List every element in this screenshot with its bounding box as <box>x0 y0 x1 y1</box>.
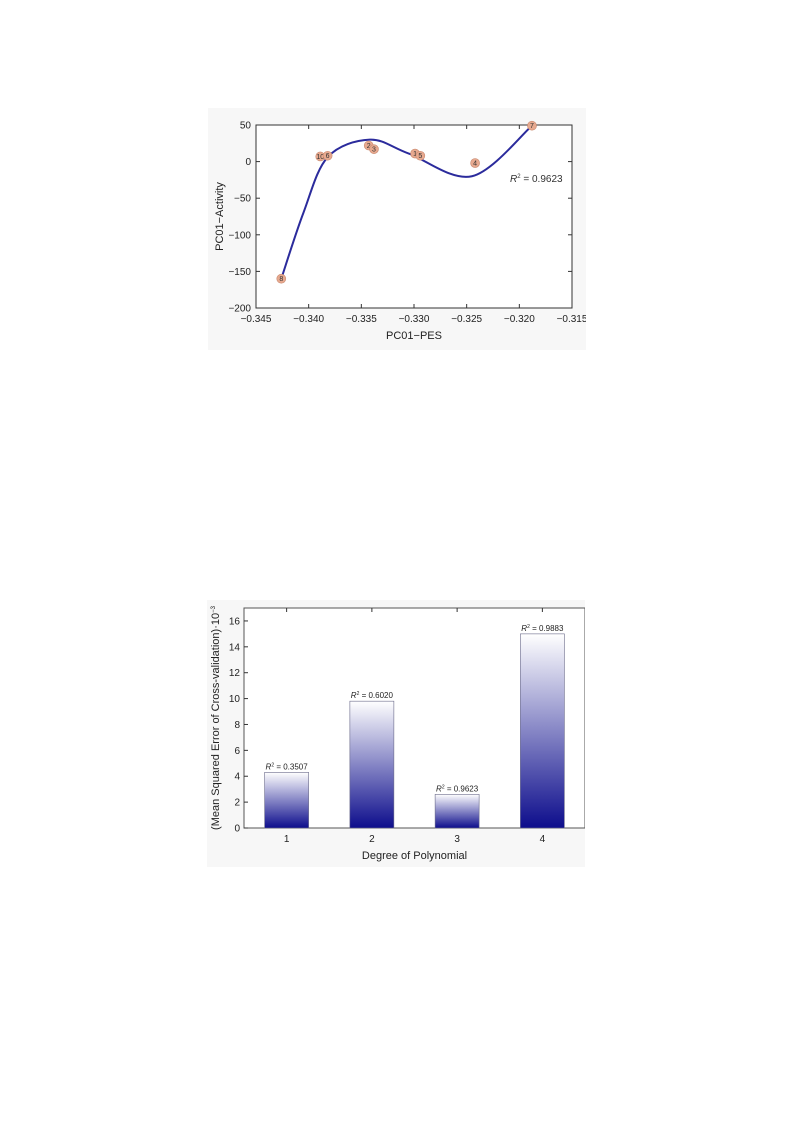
bar-label-prefix: R <box>351 691 357 700</box>
x-axis-title: Degree of Polynomial <box>362 850 467 862</box>
y-tick-label: −200 <box>228 304 251 315</box>
data-point: 6 <box>322 150 333 161</box>
point-label: 3 <box>372 147 376 154</box>
x-tick-label: −0.345 <box>241 314 272 325</box>
point-label: 6 <box>326 153 330 160</box>
bar-label-sup: 2 <box>527 624 530 630</box>
y-tick-label: −100 <box>228 230 251 241</box>
x-tick-label: −0.315 <box>557 314 586 325</box>
point-label: 2 <box>367 143 371 150</box>
y-tick-label: 10 <box>229 694 241 705</box>
point-marker <box>322 150 333 161</box>
y-axis-title-main: (Mean Squared Error of Cross-validation)… <box>210 613 222 830</box>
data-point: 5 <box>415 150 426 161</box>
y-tick-label: 6 <box>234 746 240 757</box>
x-tick-label: −0.325 <box>451 314 482 325</box>
data-point: 4 <box>470 158 480 168</box>
point-marker <box>276 273 287 284</box>
bar-label: R2 = 0.3507 <box>266 762 309 771</box>
y-tick-label: 2 <box>234 798 240 809</box>
bar <box>264 772 309 829</box>
y-tick-label: 4 <box>234 772 240 783</box>
y-tick-label: −150 <box>228 267 251 278</box>
bar-label-prefix: R <box>266 762 272 771</box>
y-tick-label: 0 <box>245 157 251 168</box>
point-label: 5 <box>418 153 422 160</box>
y-axis-title: (Mean Squared Error of Cross-validation)… <box>210 605 222 830</box>
r2-value: = 0.9623 <box>521 174 563 185</box>
point-marker <box>415 150 426 161</box>
bar-label-value: = 0.3507 <box>274 762 308 771</box>
y-tick-label: 50 <box>240 121 252 132</box>
bar-label-sup: 2 <box>271 762 274 768</box>
y-axis-title: PC01−Activity <box>214 182 226 251</box>
point-label: 1 <box>413 151 417 158</box>
bar-label-prefix: R <box>436 784 442 793</box>
r2-prefix: R <box>510 174 517 185</box>
bar-label: R2 = 0.6020 <box>351 691 394 700</box>
bar-label: R2 = 0.9623 <box>436 784 479 793</box>
point-label: 4 <box>473 161 477 168</box>
x-tick-label: −0.330 <box>399 314 430 325</box>
scatter-chart-figure: −0.345 −0.340 −0.335 −0.330 −0.325 −0.320 −0.3… <box>208 108 586 350</box>
y-axis-title-sup: −3 <box>211 605 217 613</box>
point-label: 7 <box>530 123 534 130</box>
bar <box>520 633 565 829</box>
y-tick-label: 0 <box>234 824 240 835</box>
y-tick-label: 16 <box>229 616 241 627</box>
point-label: 10 <box>316 154 324 161</box>
bar-label-value: = 0.9883 <box>530 624 564 633</box>
bar-label-sup: 2 <box>357 691 360 697</box>
fit-curve <box>280 124 533 280</box>
y-tick-label: 14 <box>229 642 241 653</box>
x-tick-label: −0.320 <box>504 314 535 325</box>
bar-label-sup: 2 <box>442 784 445 790</box>
y-tick-label: −50 <box>234 194 251 205</box>
y-tick-label: 8 <box>234 720 240 731</box>
scatter-chart: −0.345 −0.340 −0.335 −0.330 −0.325 −0.320 −0.3… <box>214 120 586 343</box>
point-marker <box>527 120 537 131</box>
bar-label-prefix: R <box>521 624 527 633</box>
x-tick-label: 1 <box>284 834 290 845</box>
data-point: 8 <box>276 273 287 284</box>
point-label: 8 <box>279 276 283 283</box>
point-marker <box>369 144 379 154</box>
bar-label-value: = 0.6020 <box>359 691 393 700</box>
bar <box>349 700 395 829</box>
r2-sup: 2 <box>517 174 521 180</box>
r2-annotation: R2 = 0.9623 <box>510 174 563 185</box>
data-point: 3 <box>369 144 379 154</box>
x-axis-title: PC01−PES <box>386 330 442 342</box>
point-marker <box>470 158 480 168</box>
x-tick-label: −0.340 <box>293 314 324 325</box>
x-tick-label: 4 <box>540 834 546 845</box>
data-point: 7 <box>527 120 537 131</box>
bar <box>434 794 480 829</box>
bar-label: R2 = 0.9883 <box>521 624 564 633</box>
bar-chart-figure: 0 2 4 6 8 10 12 14 16 1 R2 = 0.3507 2 R2 = 0.6020 3 R2… <box>207 600 585 867</box>
y-tick-label: 12 <box>229 668 241 679</box>
x-tick-label: 2 <box>369 834 375 845</box>
bar-label-value: = 0.9623 <box>445 784 479 793</box>
x-tick-label: −0.335 <box>346 314 377 325</box>
x-tick-label: 3 <box>454 834 460 845</box>
